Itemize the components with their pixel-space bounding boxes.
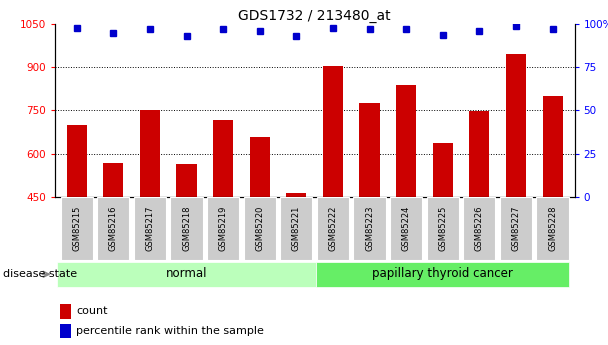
Text: papillary thyroid cancer: papillary thyroid cancer: [372, 267, 513, 280]
Bar: [433, 144, 453, 197]
Bar: [213, 120, 233, 197]
Bar: [317, 197, 349, 260]
Bar: [97, 197, 130, 260]
Bar: [427, 197, 459, 260]
Text: count: count: [77, 306, 108, 316]
Bar: [536, 197, 568, 260]
Bar: [250, 137, 270, 197]
Bar: [359, 103, 379, 197]
Bar: [207, 197, 239, 260]
Bar: [61, 197, 93, 260]
Bar: [286, 193, 306, 197]
Text: GSM85216: GSM85216: [109, 206, 118, 251]
Bar: [353, 197, 385, 260]
Bar: [280, 197, 313, 260]
Text: GSM85218: GSM85218: [182, 206, 191, 251]
Bar: [67, 125, 87, 197]
Text: GSM85219: GSM85219: [219, 206, 227, 251]
Text: GSM85224: GSM85224: [402, 206, 410, 251]
Text: percentile rank within the sample: percentile rank within the sample: [77, 326, 264, 336]
Bar: [176, 165, 196, 197]
Bar: [103, 163, 123, 197]
Bar: [60, 304, 71, 319]
Bar: [317, 262, 569, 287]
Text: GSM85223: GSM85223: [365, 206, 374, 251]
Title: GDS1732 / 213480_at: GDS1732 / 213480_at: [238, 9, 391, 23]
Bar: [170, 197, 202, 260]
Bar: [506, 54, 526, 197]
Bar: [500, 197, 532, 260]
Text: GSM85226: GSM85226: [475, 206, 484, 251]
Bar: [396, 85, 416, 197]
Text: GSM85227: GSM85227: [511, 206, 520, 251]
Bar: [469, 111, 489, 197]
Text: GSM85228: GSM85228: [548, 206, 557, 251]
Bar: [244, 197, 276, 260]
Text: GSM85221: GSM85221: [292, 206, 301, 251]
Bar: [542, 96, 562, 197]
Bar: [57, 262, 317, 287]
Bar: [60, 324, 71, 338]
Text: normal: normal: [166, 267, 207, 280]
Text: GSM85220: GSM85220: [255, 206, 264, 251]
Text: disease state: disease state: [3, 269, 77, 279]
Text: GSM85217: GSM85217: [145, 206, 154, 251]
Bar: [463, 197, 496, 260]
Bar: [134, 197, 166, 260]
Text: GSM85225: GSM85225: [438, 206, 447, 251]
Text: GSM85222: GSM85222: [328, 206, 337, 251]
Bar: [390, 197, 423, 260]
Bar: [323, 66, 343, 197]
Text: GSM85215: GSM85215: [72, 206, 81, 251]
Bar: [140, 110, 160, 197]
